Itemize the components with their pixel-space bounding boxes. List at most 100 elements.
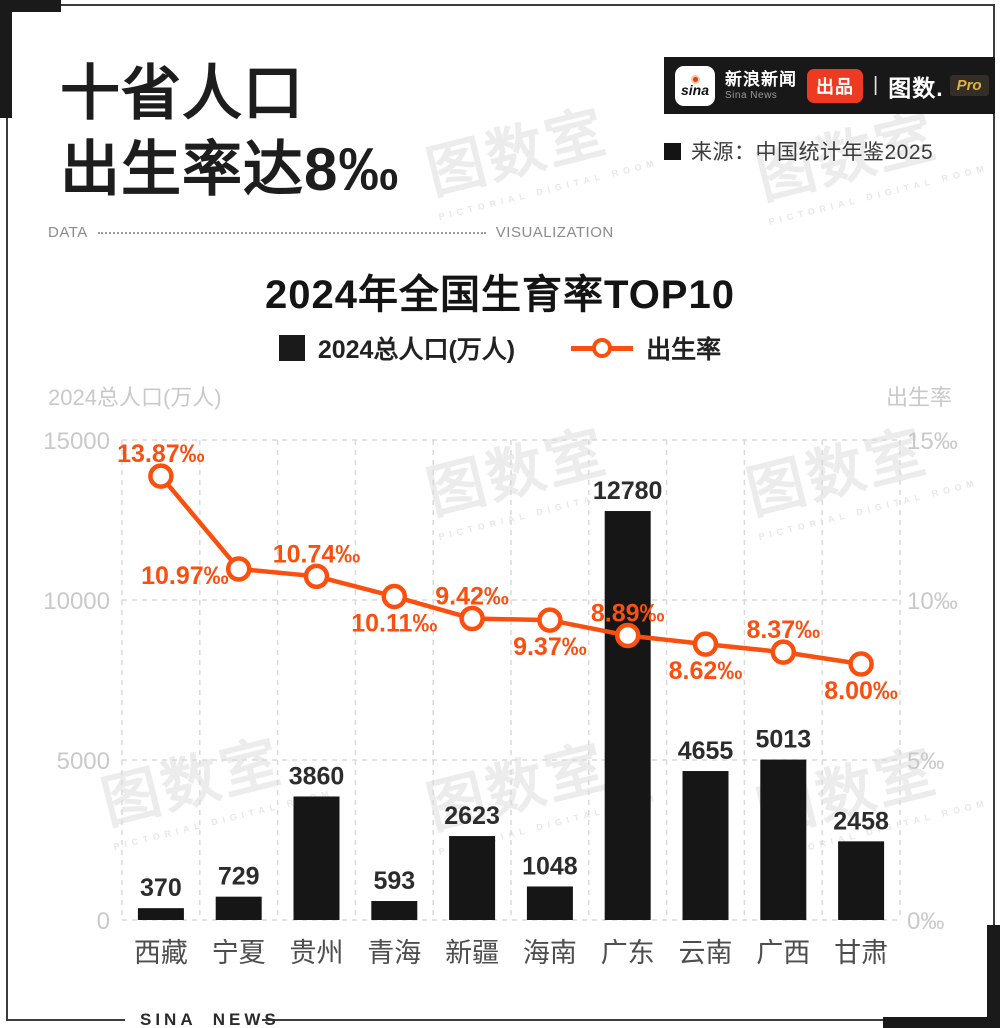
bar-西藏 [137,908,184,920]
left-axis-tick: 0 [97,908,110,935]
frame-border-left [6,118,8,1021]
bar-value-label: 5013 [755,726,811,754]
category-label: 贵州 [290,938,344,968]
right-axis-title: 出生率 [886,385,952,410]
line-value-label: 10.11‰ [351,609,437,637]
line-marker [225,556,252,582]
bar-宁夏 [215,896,262,920]
frame-border-right [993,4,995,928]
pro-chip: Pro [949,75,989,96]
line-value-label: 8.37‰ [746,616,820,644]
tushu-logo: 图数. [888,74,944,101]
bar-广东 [604,511,651,920]
legend-line-swatch [571,338,634,358]
line-marker [381,583,408,610]
line-marker [692,631,719,657]
line-value-label: 9.42‰ [435,583,509,611]
line-marker [148,463,174,489]
category-label: 甘肃 [834,938,888,968]
frame-corner-bottomright-vertical [987,925,1000,1028]
category-label: 云南 [679,938,733,968]
chart-title: 2024年全国生育率TOP10 [265,273,735,317]
legend-bar-label: 2024总人口(万人) [317,336,516,364]
line-value-label: 8.89‰ [591,600,665,628]
right-axis-tick: 10‰ [907,588,958,615]
footer-line-left [6,1019,125,1021]
sina-eye-icon [690,74,700,84]
left-axis-tick: 5000 [57,748,110,775]
chupin-badge: 出品 [807,68,863,103]
legend-bar-swatch [278,335,305,361]
line-marker [770,639,797,665]
category-label: 宁夏 [212,938,266,968]
left-axis-tick: 10000 [43,588,110,615]
footer-line-right [262,1019,883,1021]
line-value-label: 13.87‰ [117,440,205,468]
watermark: 图数室 PICTORIAL DIGITAL ROOM [420,99,660,222]
footer-label: SINA NEWS [140,1010,280,1028]
brand-bar: sina 新浪新闻 Sina News 出品 | 图数. Pro [664,57,995,114]
bar-value-label: 2623 [444,802,500,830]
line-marker [459,605,485,632]
bar-value-label: 1048 [522,852,578,880]
frame-border-top [61,4,995,6]
bar-云南 [682,771,729,920]
line-value-label: 10.97‰ [141,562,229,590]
legend-line-marker [592,338,613,358]
right-axis-tick: 5‰ [907,748,944,775]
category-label: 广西 [756,938,810,968]
source-text: 来源：中国统计年鉴2025 [691,141,934,164]
line-marker [614,622,641,649]
sina-name-cn: 新浪新闻 [725,69,797,89]
bar-青海 [371,901,418,920]
right-axis-tick: 0‰ [907,908,944,935]
divider-label-data: DATA [48,224,88,241]
page-title-line2: 出生率达8‰ [60,136,400,203]
line-value-label: 10.74‰ [273,540,361,568]
right-axis-tick: 15‰ [907,428,958,455]
category-label: 广东 [601,938,655,968]
legend-item-birth-rate: 出生率 [571,330,721,366]
line-value-label: 8.00‰ [824,677,898,705]
page-title-line1: 十省人口 [60,60,304,127]
frame-corner-bottomright-horizontal [883,1017,1000,1028]
sina-name-en: Sina News [725,89,778,101]
birth-rate-line [159,474,862,667]
divider-dotted-line [97,231,486,234]
bar-value-label: 4655 [678,737,734,765]
page-title: 十省人口出生率达8‰ [60,56,399,208]
divider-label-visualization: VISUALIZATION [495,224,614,241]
category-label: 西藏 [134,938,188,968]
left-axis-title: 2024总人口(万人) [48,385,222,410]
source-bullet-square [664,142,681,160]
legend-line-label: 出生率 [646,336,722,364]
frame-corner-topleft-vertical [0,0,12,118]
line-value-label: 9.37‰ [513,633,587,661]
left-axis-tick: 15000 [43,428,110,455]
section-divider: DATA VISUALIZATION [48,224,614,241]
bar-广西 [760,759,807,920]
line-marker [848,651,874,677]
bar-value-label: 2458 [833,807,889,835]
bar-value-label: 729 [218,863,260,891]
bar-贵州 [293,796,340,920]
combo-chart: 15000 15‰ 10000 10‰ 5000 5‰ 0 0‰ 2024总人口(万人) 出生率 3… [43,385,958,968]
sina-name-block: 新浪新闻 Sina News [725,71,797,101]
sina-logo-icon: sina [675,65,715,106]
bar-value-label: 370 [140,874,182,902]
line-value-label: 8.62‰ [669,657,743,685]
bar-海南 [526,886,573,920]
category-label: 海南 [523,938,577,968]
bar-新疆 [449,836,496,920]
line-marker [537,607,563,633]
bar-value-label: 3860 [289,762,345,790]
bar-value-label: 12780 [593,477,663,505]
line-marker [303,563,330,590]
sina-logo-text: sina [680,81,709,98]
category-label: 青海 [367,938,421,968]
brand-divider: | [873,74,879,96]
bar-甘肃 [838,841,885,920]
bar-value-label: 593 [373,867,415,895]
legend-item-population: 2024总人口(万人) [278,330,516,366]
